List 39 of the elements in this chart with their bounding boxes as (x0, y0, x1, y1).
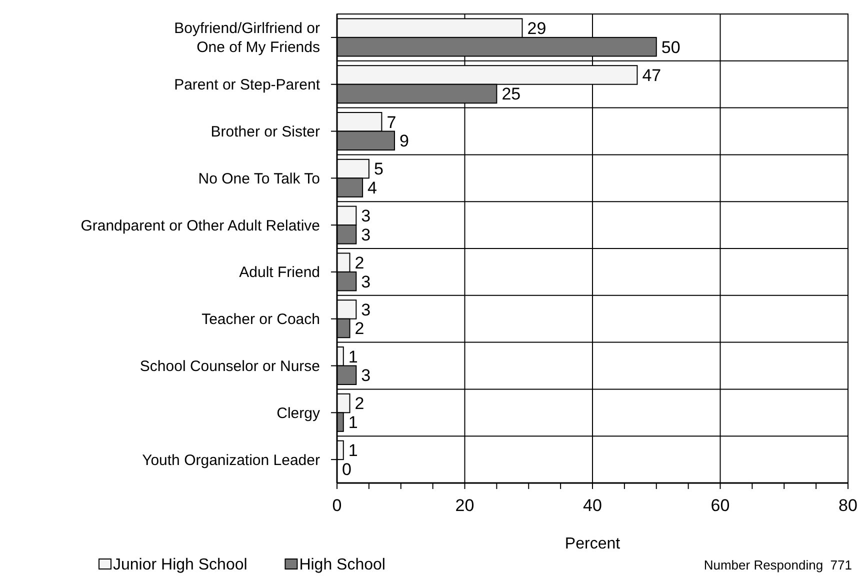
x-tick-label: 0 (332, 496, 342, 515)
y-tick-label: School Counselor or Nurse (140, 358, 320, 375)
data-label: 3 (361, 366, 371, 386)
data-label: 3 (361, 225, 371, 244)
legend-label: Junior High School (113, 556, 248, 574)
y-tick-label: Clergy (276, 404, 320, 422)
x-tick-label: 60 (710, 496, 730, 515)
data-label: 4 (368, 178, 378, 198)
y-tick-label: Teacher or Coach (202, 311, 320, 328)
data-label: 3 (361, 300, 371, 320)
data-label: 7 (386, 112, 396, 132)
x-axis-title: Percent (564, 536, 621, 553)
data-label: 29 (527, 19, 546, 38)
data-label: 0 (342, 460, 352, 479)
data-label: 1 (348, 347, 358, 366)
x-tick-label: 80 (838, 496, 858, 515)
data-label: 5 (374, 160, 384, 179)
data-label: 47 (642, 66, 662, 85)
data-label: 9 (399, 132, 409, 151)
y-tick-label: Parent or Step-Parent (174, 76, 321, 94)
data-label: 2 (354, 319, 364, 338)
data-label: 1 (348, 441, 358, 460)
x-tick-label: 20 (455, 496, 474, 515)
data-label: 2 (354, 394, 364, 414)
data-label: 3 (361, 206, 371, 226)
data-label: 1 (348, 412, 358, 432)
data-label: 2 (354, 254, 364, 273)
y-tick-label: No One To Talk To (198, 170, 320, 188)
data-label: 50 (661, 38, 680, 57)
y-tick-label: Youth Organization Leader (142, 452, 320, 469)
y-tick-label: Grandparent or Other Adult Relative (80, 217, 320, 234)
data-label: 25 (502, 84, 521, 104)
y-tick-label: Boyfriend/Girlfriend or One of My Friends (174, 20, 320, 56)
x-tick-label: 40 (583, 496, 602, 515)
y-tick-label: Adult Friend (239, 264, 320, 282)
y-tick-label: Brother or Sister (210, 124, 320, 140)
data-label: 3 (361, 272, 371, 292)
legend-label: High School (299, 556, 386, 574)
text: Number Responding 771 (704, 558, 852, 573)
